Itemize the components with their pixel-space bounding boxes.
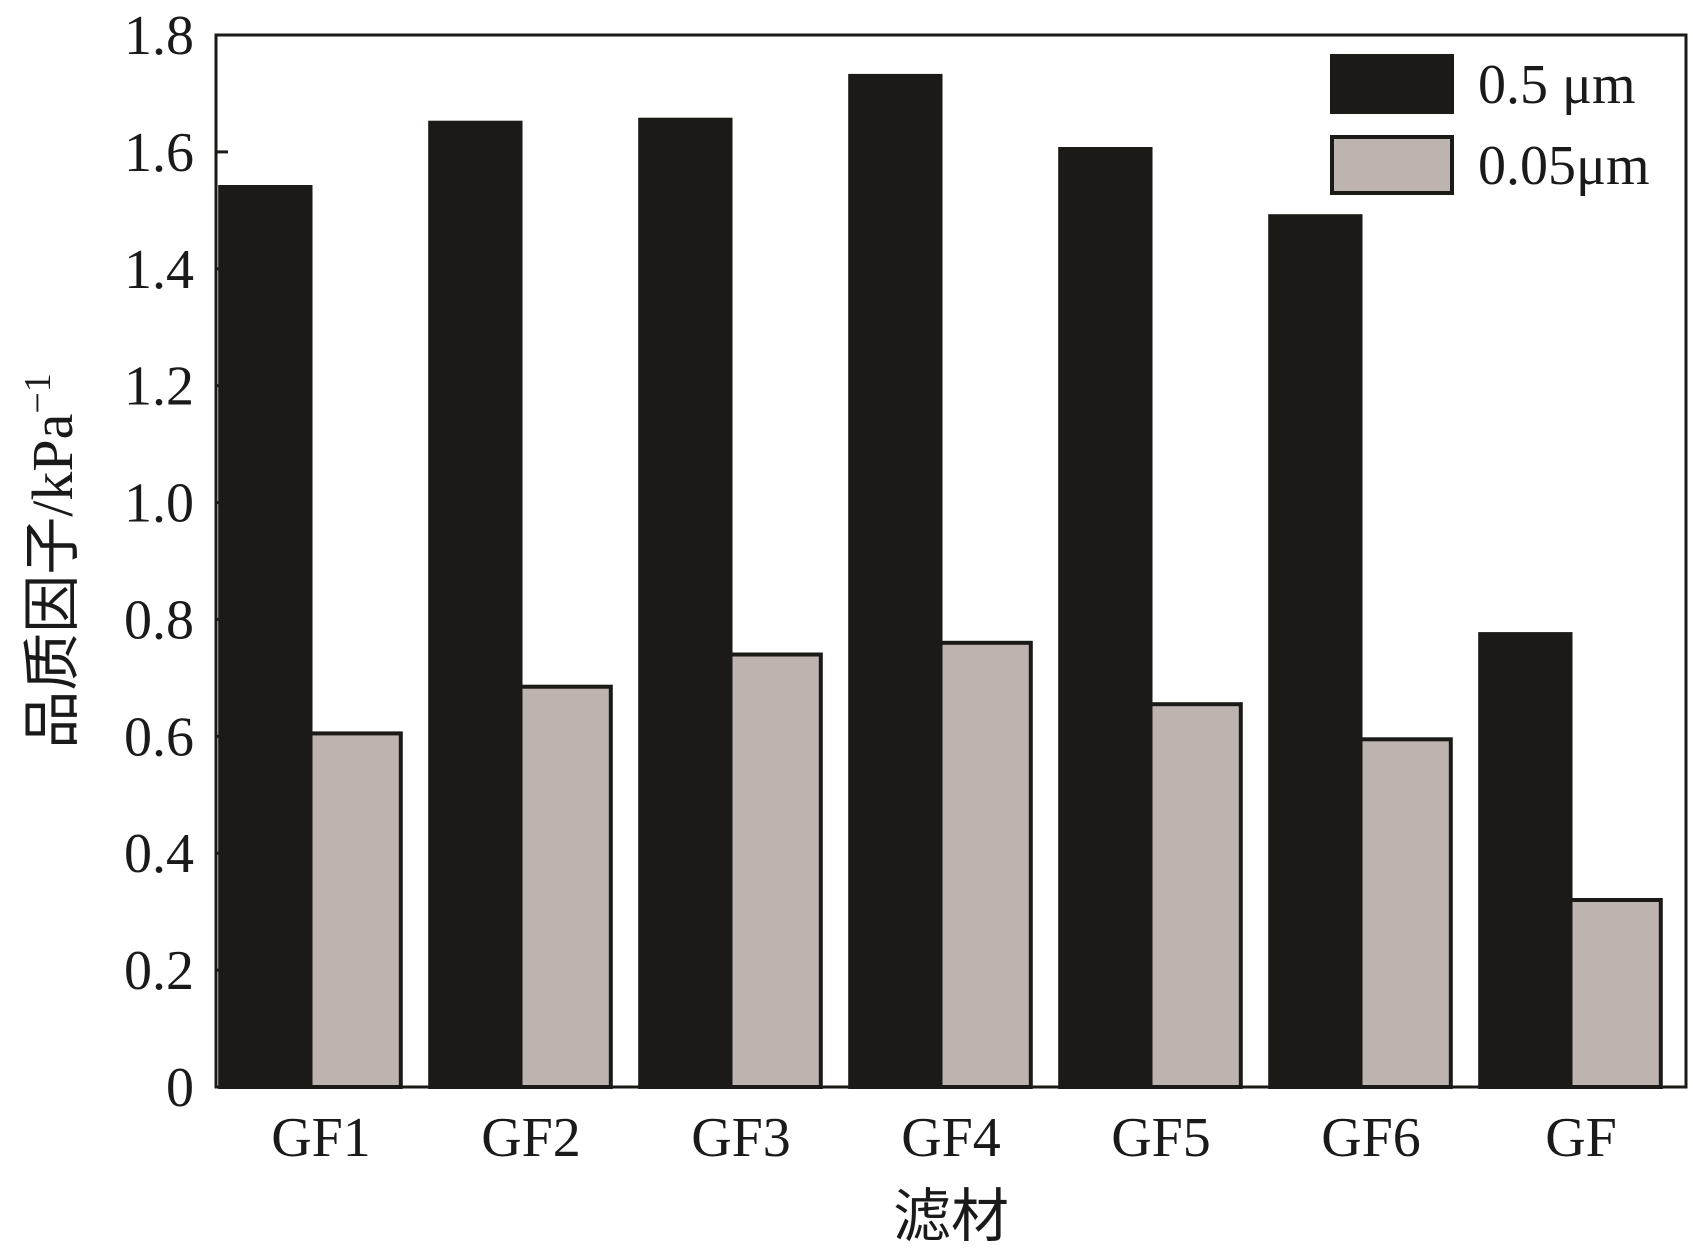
bar-gf4-series-2: [938, 640, 1033, 1089]
x-tick-label-gf2: GF2: [481, 1107, 581, 1169]
legend-label-series-2: 0.05μm: [1478, 135, 1650, 197]
x-tick-label-gf4: GF4: [901, 1107, 1001, 1169]
bar-gf6-series-1: [1268, 214, 1363, 1089]
bar-gf5-series-2: [1148, 702, 1243, 1089]
bar-gf4-series-1: [848, 73, 943, 1089]
y-tick-label: 1.8: [124, 5, 194, 67]
bar-gf5-series-1: [1058, 147, 1153, 1089]
bar-gf2-series-2: [518, 684, 613, 1089]
bar-gf1-series-2: [308, 731, 403, 1090]
bar-gf6-series-2: [1358, 737, 1453, 1089]
y-tick-label: 0: [166, 1057, 194, 1119]
x-tick-label-gf: GF: [1545, 1107, 1617, 1169]
y-tick-label: 0.6: [124, 706, 194, 768]
y-tick-label: 1.0: [124, 473, 194, 535]
y-axis: 0 0.2 0.4 0.6 0.8 1.0 1.2 1.4 1.6 1.8: [124, 5, 228, 1119]
legend-label-series-1: 0.5 μm: [1478, 54, 1636, 116]
bar-gf1-series-1: [218, 185, 313, 1089]
bar-gf-series-1: [1478, 632, 1573, 1089]
y-axis-title-superscript: −1: [17, 373, 59, 413]
x-tick-label-gf6: GF6: [1321, 1107, 1421, 1169]
y-tick-label: 0.2: [124, 940, 194, 1002]
x-tick-label-gf1: GF1: [271, 1107, 371, 1169]
legend: 0.5 μm 0.05μm: [1330, 54, 1650, 197]
y-tick-label: 0.4: [124, 823, 194, 885]
x-tick-label-gf3: GF3: [691, 1107, 791, 1169]
y-tick-label: 1.4: [124, 239, 194, 301]
bars-layer: [218, 73, 1663, 1090]
x-axis-title: 滤材: [893, 1184, 1009, 1249]
bar-gf-series-2: [1568, 898, 1663, 1089]
y-tick-label: 1.6: [124, 122, 194, 184]
y-axis-title-main: 品质因子/kPa: [20, 414, 85, 749]
x-axis: GF1 GF2 GF3 GF4 GF5 GF6 GF: [271, 1107, 1617, 1169]
bar-gf2-series-1: [428, 120, 523, 1089]
legend-swatch-series-2: [1330, 135, 1454, 195]
bar-gf3-series-1: [638, 117, 733, 1089]
y-tick-label: 0.8: [124, 589, 194, 651]
bar-gf3-series-2: [728, 652, 823, 1089]
y-axis-title: 品质因子/kPa−1: [17, 373, 85, 749]
plot-frame: [214, 33, 1688, 1089]
y-tick-label: 1.2: [124, 356, 194, 418]
legend-swatch-series-1: [1330, 54, 1454, 114]
x-tick-label-gf5: GF5: [1111, 1107, 1211, 1169]
